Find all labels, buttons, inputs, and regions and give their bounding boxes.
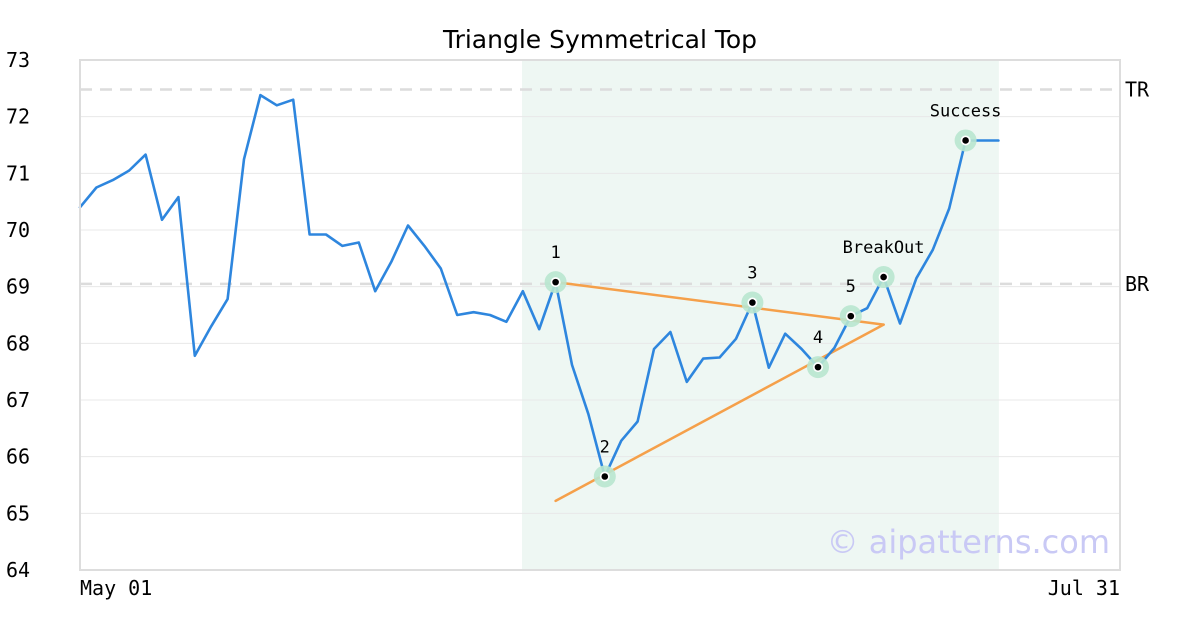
y-tick-label: 68	[6, 331, 30, 355]
point-marker	[962, 137, 969, 144]
point-marker	[847, 312, 855, 320]
y-tick-label: 67	[6, 388, 30, 412]
y-tick-label: 69	[6, 275, 30, 299]
level-label: TR	[1125, 77, 1150, 101]
y-tick-label: 73	[6, 48, 30, 72]
plot-frame	[79, 59, 1121, 571]
point-marker	[880, 273, 887, 281]
y-tick-label: 72	[6, 105, 30, 129]
price-line	[78, 93, 1000, 478]
point-label: Success	[930, 101, 1002, 121]
level-lines: TR BR	[80, 77, 1150, 296]
x-tick-label: Jul 31	[1048, 576, 1120, 600]
y-tick-label: 64	[6, 558, 30, 582]
x-axis-ticks: May 01 Jul 31	[80, 576, 1120, 600]
point-label: 3	[747, 264, 757, 284]
watermark: © aipatterns.com	[827, 523, 1110, 561]
y-tick-label: 66	[6, 445, 30, 469]
point-label: 1	[550, 243, 560, 263]
point-marker	[814, 363, 822, 371]
y-tick-label: 70	[6, 218, 30, 242]
point-marker	[749, 299, 756, 306]
y-tick-label: 65	[6, 501, 30, 525]
highlight-band	[522, 60, 999, 570]
point-label: 4	[813, 328, 823, 348]
trendline	[554, 280, 885, 326]
point-label: BreakOut	[843, 238, 925, 258]
point-label: 5	[846, 277, 856, 297]
pattern-points: 1 2 3 4 5 BreakOut Success	[544, 101, 1002, 488]
x-tick-label: May 01	[80, 576, 152, 600]
y-axis-ticks: 64 65 66 67 68 69 70 71 72 73	[6, 48, 30, 582]
point-label: 2	[600, 438, 610, 458]
y-tick-label: 71	[6, 161, 30, 185]
chart-title: Triangle Symmetrical Top	[442, 25, 757, 54]
point-marker	[601, 473, 609, 480]
point-marker	[552, 278, 559, 286]
level-label: BR	[1125, 272, 1150, 296]
